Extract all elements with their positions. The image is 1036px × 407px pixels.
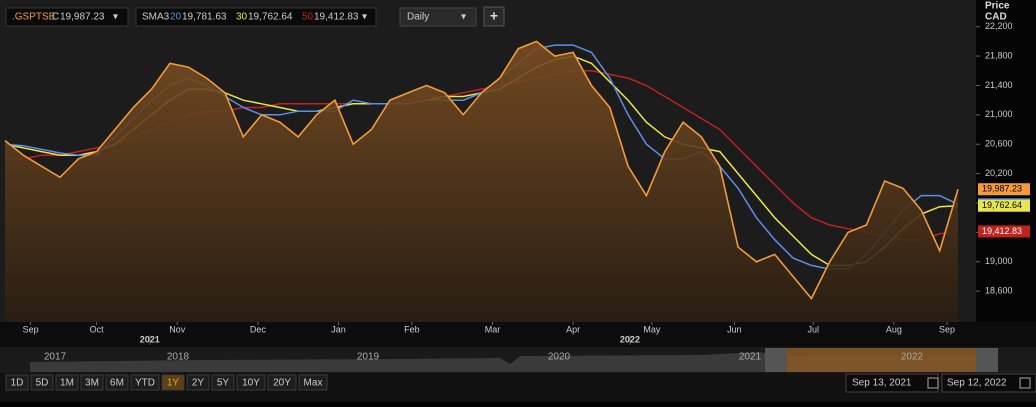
range-button[interactable] [105,374,129,391]
x-tick-label: Aug [886,324,902,334]
x-tick-label: Sep [939,324,955,334]
range-button[interactable] [5,374,29,391]
range-button[interactable] [30,374,54,391]
interval-select[interactable] [399,7,477,27]
y-tick-label: 21,400 [985,80,1013,90]
currency: CAD [985,12,1007,23]
interval: Daily [407,12,429,23]
add-label: + [490,8,498,24]
range-button[interactable] [55,374,79,391]
price-line [4,40,959,300]
study-name: SMA3 [142,12,170,23]
price-area [5,41,958,323]
legend-name: 50 [302,12,314,23]
range-label: Max [304,378,323,389]
range-button[interactable] [130,374,160,391]
range-label: 5Y [217,378,230,389]
x-tick-label: Nov [169,324,186,334]
price-tag-label: 19,987.23 [982,184,1022,194]
y-tick-label: 19,000 [985,256,1013,266]
price-tag [978,183,1030,196]
y-axis-label: Price [985,1,1010,12]
range-button[interactable] [211,374,235,391]
study-box[interactable] [135,7,377,27]
year-label: 2021 [140,334,160,344]
range-button[interactable] [267,374,297,391]
y-tick-label: 20,200 [985,168,1013,178]
y-tick-label: 18,600 [985,286,1013,296]
start-date: Sep 13, 2021 [852,378,912,389]
dropdown-arrow[interactable]: ▾ [362,12,367,23]
navigator-year: 2017 [44,352,67,363]
calendar-icon[interactable] [927,377,939,389]
range-buttons: 1D 5D 1M 3M 6M YTD 1Y 2Y 5Y 10Y 20Y Max [5,374,328,391]
x-tick-label: Dec [250,324,267,334]
navigator-area [30,352,990,372]
navigator-year: 2022 [901,352,924,363]
price-tag-label: 19,412.83 [982,226,1022,236]
dropdown-arrow[interactable]: ▾ [113,12,118,23]
y-tick-label: 21,800 [985,50,1013,60]
range-button[interactable] [186,374,210,391]
legend-name: 20 [170,12,182,23]
add-button[interactable] [483,6,505,27]
field: C [52,12,59,23]
plot: Sep Oct Nov Dec Jan Feb Mar Apr May Jun Jul Aug Sep 2… [0,26,1036,347]
navigator-years: 2017 2018 2019 2020 2021 2022 [44,352,924,363]
range-button[interactable] [161,374,185,391]
end-date: Sep 12, 2022 [947,378,1007,389]
range-label: YTD [135,378,155,389]
x-tick-label: Feb [404,324,420,334]
x-tick-label: Oct [90,324,105,334]
range-button[interactable] [236,374,266,391]
x-tick-label: Jan [331,324,346,334]
range-label: 6M [110,378,124,389]
navigator-year: 2019 [357,352,380,363]
x-tick-label: Jul [807,324,819,334]
calendar-icon[interactable] [1019,377,1031,389]
x-tick-label: Apr [566,324,580,334]
dropdown-arrow: ▾ [461,12,466,23]
navigator-window[interactable] [772,348,990,372]
instrument-last: 19,987.23 [60,12,105,23]
legend-value: 19,781.63 [182,12,227,23]
year-label: 2022 [620,334,640,344]
range-button[interactable] [298,374,328,391]
navigator-year: 2021 [739,352,762,363]
x-tick-label: May [643,324,661,334]
range-label: 5D [36,378,49,389]
navigator-year: 2020 [548,352,571,363]
range-label: 10Y [242,378,260,389]
price-tag [978,225,1030,238]
price-tag-label: 19,762.64 [982,200,1022,210]
range-label: 1D [11,378,24,389]
range-label: 3M [85,378,99,389]
price-axis-background [976,0,1036,322]
price-tag [978,199,1030,212]
y-tick-label: 21,000 [985,109,1013,119]
study-legend: 20 19,781.63 30 19,762.64 50 19,412.83 [170,12,359,23]
x-tick-label: Mar [485,324,501,334]
x-tick-label: Jun [727,324,742,334]
range-label: 20Y [273,378,291,389]
x-tick-label: Sep [23,324,39,334]
x-axis-background [0,322,1036,347]
range-label: 1Y [167,378,180,389]
legend-name: 30 [236,12,248,23]
range-button[interactable] [80,374,104,391]
legend-value: 19,762.64 [248,12,293,23]
instrument-box[interactable] [5,7,129,27]
y-tick-label: 22,200 [985,21,1013,31]
navigator-handle[interactable] [765,348,787,372]
range-label: 1M [60,378,74,389]
end-date-box[interactable] [941,373,1036,393]
navigator-year: 2018 [167,352,190,363]
legend-value: 19,412.83 [314,12,359,23]
navigator-handle[interactable] [976,348,998,372]
instrument: .GSPTSE [12,12,56,23]
y-tick-label: 20,600 [985,139,1013,149]
range-label: 2Y [192,378,205,389]
